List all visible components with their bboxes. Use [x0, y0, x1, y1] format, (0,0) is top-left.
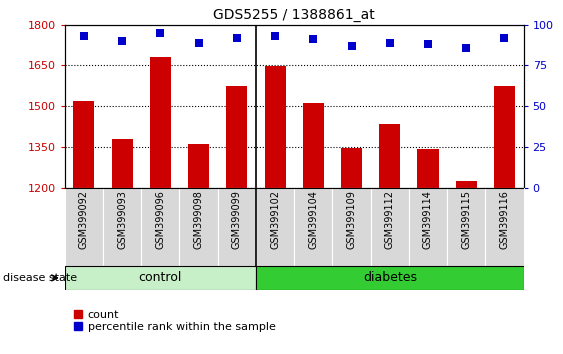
Bar: [150, 57, 171, 188]
Bar: [111, 139, 133, 188]
Text: GSM399116: GSM399116: [499, 190, 510, 249]
Point: [500, 35, 509, 41]
Point: [347, 43, 356, 49]
Bar: [485, 188, 524, 266]
Bar: [141, 188, 180, 266]
Point: [233, 35, 242, 41]
Text: GSM399115: GSM399115: [461, 190, 471, 249]
Bar: [294, 188, 332, 266]
Bar: [265, 66, 285, 188]
Text: GSM399109: GSM399109: [346, 190, 356, 249]
Bar: [409, 188, 447, 266]
Point: [385, 40, 394, 46]
Point: [118, 38, 127, 44]
Text: diabetes: diabetes: [363, 272, 417, 284]
Bar: [103, 188, 141, 266]
Bar: [256, 188, 294, 266]
Bar: [447, 188, 485, 266]
Text: disease state: disease state: [3, 273, 77, 283]
Text: GSM399114: GSM399114: [423, 190, 433, 249]
Bar: [494, 86, 515, 188]
Bar: [180, 188, 218, 266]
Bar: [379, 124, 400, 188]
Text: GSM399092: GSM399092: [79, 190, 89, 249]
Text: GSM399102: GSM399102: [270, 190, 280, 249]
Point: [271, 33, 280, 39]
Bar: [455, 181, 477, 188]
Bar: [418, 149, 439, 188]
Text: GSM399098: GSM399098: [194, 190, 204, 249]
Point: [194, 40, 203, 46]
Bar: [226, 86, 247, 188]
Bar: [370, 188, 409, 266]
Bar: [256, 266, 524, 290]
Bar: [218, 188, 256, 266]
Bar: [303, 103, 324, 188]
Point: [79, 33, 88, 39]
Text: GSM399099: GSM399099: [232, 190, 242, 249]
Title: GDS5255 / 1388861_at: GDS5255 / 1388861_at: [213, 8, 375, 22]
Text: GSM399112: GSM399112: [385, 190, 395, 249]
Text: GSM399104: GSM399104: [309, 190, 318, 249]
Bar: [332, 188, 370, 266]
Point: [309, 36, 318, 42]
Text: control: control: [138, 272, 182, 284]
Bar: [65, 266, 256, 290]
Legend: count, percentile rank within the sample: count, percentile rank within the sample: [73, 310, 275, 332]
Text: GSM399093: GSM399093: [117, 190, 127, 249]
Bar: [188, 144, 209, 188]
Text: GSM399096: GSM399096: [155, 190, 166, 249]
Bar: [341, 148, 362, 188]
Point: [462, 45, 471, 50]
Point: [423, 41, 432, 47]
Bar: [65, 188, 103, 266]
Bar: [73, 101, 95, 188]
Point: [156, 30, 165, 36]
